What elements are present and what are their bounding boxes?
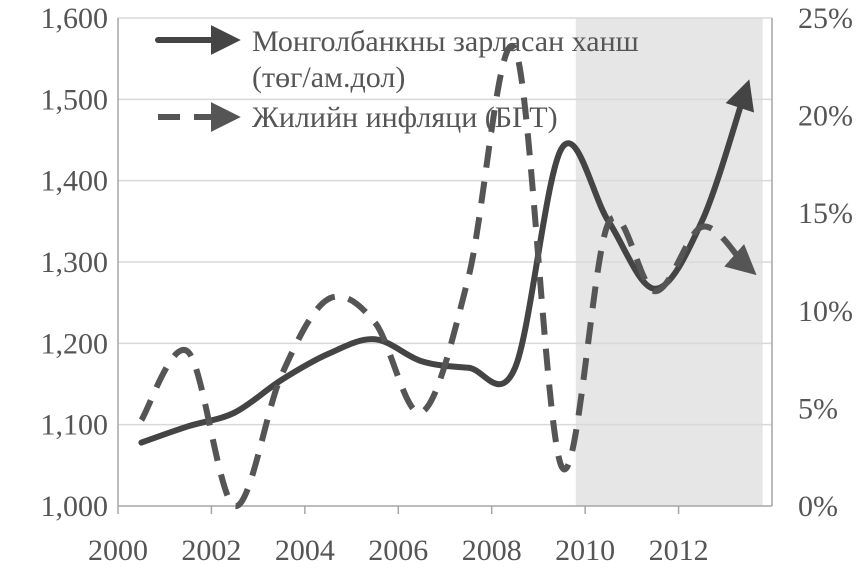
x-tick-label: 2006: [368, 534, 428, 567]
grid-lines: [118, 17, 772, 426]
y-left-tick-label: 1,000: [41, 490, 109, 523]
series-layer: [138, 43, 757, 509]
y-right-tick-label: 10%: [798, 295, 853, 328]
x-tick-label: 2010: [555, 534, 615, 567]
y-left-tick-labels: 1,000 1,100 1,200 1,300 1,400 1,500 1,600: [41, 2, 109, 523]
x-tick-label: 2012: [649, 534, 709, 567]
legend-label-exchange-rate-unit: (төг/ам.дол): [252, 61, 405, 94]
y-left-tick-label: 1,600: [41, 2, 109, 35]
x-tick-label: 2008: [462, 534, 522, 567]
y-left-tick-label: 1,100: [41, 409, 109, 442]
x-tick-labels: 2000 2002 2004 2006 2008 2010 2012: [88, 534, 709, 567]
x-tick-label: 2000: [88, 534, 148, 567]
axes: [117, 18, 773, 514]
y-left-tick-label: 1,400: [41, 165, 109, 198]
y-right-tick-label: 20%: [798, 100, 853, 133]
y-left-tick-label: 1,200: [41, 327, 109, 360]
legend: Монголбанкны зарласан ханш (төг/ам.дол) …: [155, 25, 639, 134]
y-right-tick-labels: 0% 5% 10% 15% 20% 25%: [798, 2, 853, 523]
y-left-tick-label: 1,300: [41, 246, 109, 279]
y-right-tick-label: 25%: [798, 2, 853, 35]
y-left-tick-label: 1,500: [41, 83, 109, 116]
x-tick-label: 2004: [275, 534, 335, 567]
y-right-tick-label: 0%: [798, 490, 838, 523]
series-line-inflation: [138, 43, 757, 509]
legend-label-exchange-rate: Монголбанкны зарласан ханш: [252, 25, 639, 58]
y-right-tick-label: 15%: [798, 197, 853, 230]
x-tick-label: 2002: [181, 534, 241, 567]
legend-label-inflation: Жилийн инфляци (БГТ): [252, 101, 558, 134]
y-right-tick-label: 5%: [798, 392, 838, 425]
